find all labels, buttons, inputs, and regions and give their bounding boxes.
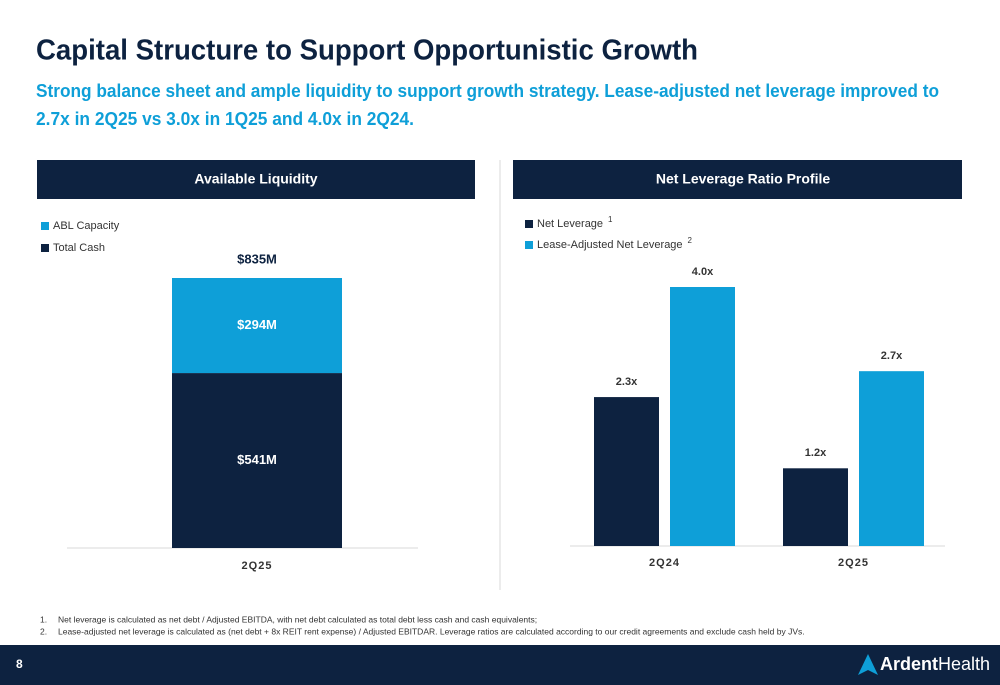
total-label: $835M [237, 251, 277, 266]
legend-label: Total Cash [53, 242, 105, 254]
footer-bar [0, 645, 1000, 685]
bar-segment [172, 373, 342, 548]
legend-swatch [41, 244, 49, 252]
bar [783, 468, 848, 546]
bar [594, 397, 659, 546]
footnote-text: Lease-adjusted net leverage is calculate… [58, 626, 805, 636]
data-label: 2.7x [881, 350, 903, 362]
legend-swatch [41, 222, 49, 230]
logo-icon [858, 654, 878, 675]
data-label: $541M [237, 452, 277, 467]
x-tick-label: 2Q24 [649, 557, 680, 569]
legend-note: 2 [688, 236, 693, 245]
legend-swatch [525, 220, 533, 228]
data-label: 1.2x [805, 447, 827, 459]
legend-label: ABL Capacity [53, 220, 120, 232]
footnote-number: 2. [40, 626, 47, 636]
page-number: 8 [16, 657, 23, 671]
slide-title: Capital Structure to Support Opportunist… [36, 35, 698, 67]
logo: ArdentHealth [880, 654, 990, 674]
logo-brand: Ardent [880, 654, 938, 674]
footnote-number: 1. [40, 614, 47, 624]
x-tick-label: 2Q25 [838, 557, 869, 569]
data-label: 2.3x [616, 376, 638, 388]
legend-note: 1 [608, 215, 613, 224]
legend-label: Net Leverage [537, 218, 603, 230]
logo-suffix: Health [938, 654, 990, 674]
legend-swatch [525, 241, 533, 249]
chart-title: Net Leverage Ratio Profile [656, 171, 830, 187]
subtitle-line: 2.7x in 2Q25 vs 3.0x in 1Q25 and 4.0x in… [36, 109, 414, 129]
footnote-text: Net leverage is calculated as net debt /… [58, 614, 537, 624]
data-label: $294M [237, 317, 277, 332]
bar [859, 371, 924, 546]
data-label: 4.0x [692, 266, 714, 278]
chart-title: Available Liquidity [194, 171, 317, 187]
x-tick-label: 2Q25 [242, 560, 273, 572]
legend-label: Lease-Adjusted Net Leverage [537, 239, 683, 251]
subtitle-line: Strong balance sheet and ample liquidity… [36, 81, 939, 101]
bar [670, 287, 735, 546]
panel-header [513, 160, 962, 199]
panel-header [37, 160, 475, 199]
bar-segment [172, 278, 342, 374]
